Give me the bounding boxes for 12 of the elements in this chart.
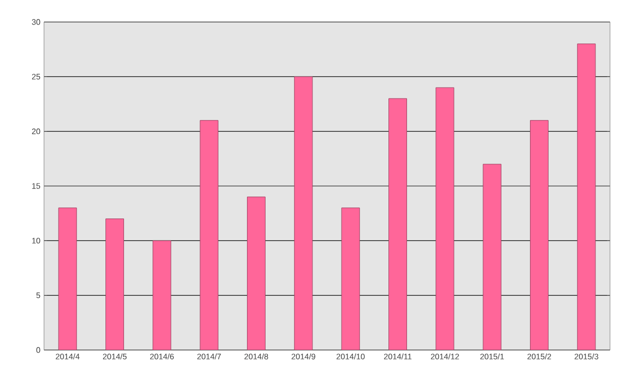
bar (106, 218, 124, 350)
bar (388, 98, 408, 350)
bar (436, 87, 454, 350)
bar (482, 164, 502, 350)
bar (58, 208, 77, 350)
bar (577, 44, 596, 350)
bar (152, 240, 172, 350)
bar (530, 120, 549, 350)
bar (200, 120, 218, 350)
bar (341, 208, 360, 350)
bar (294, 76, 313, 350)
bar (247, 196, 266, 350)
